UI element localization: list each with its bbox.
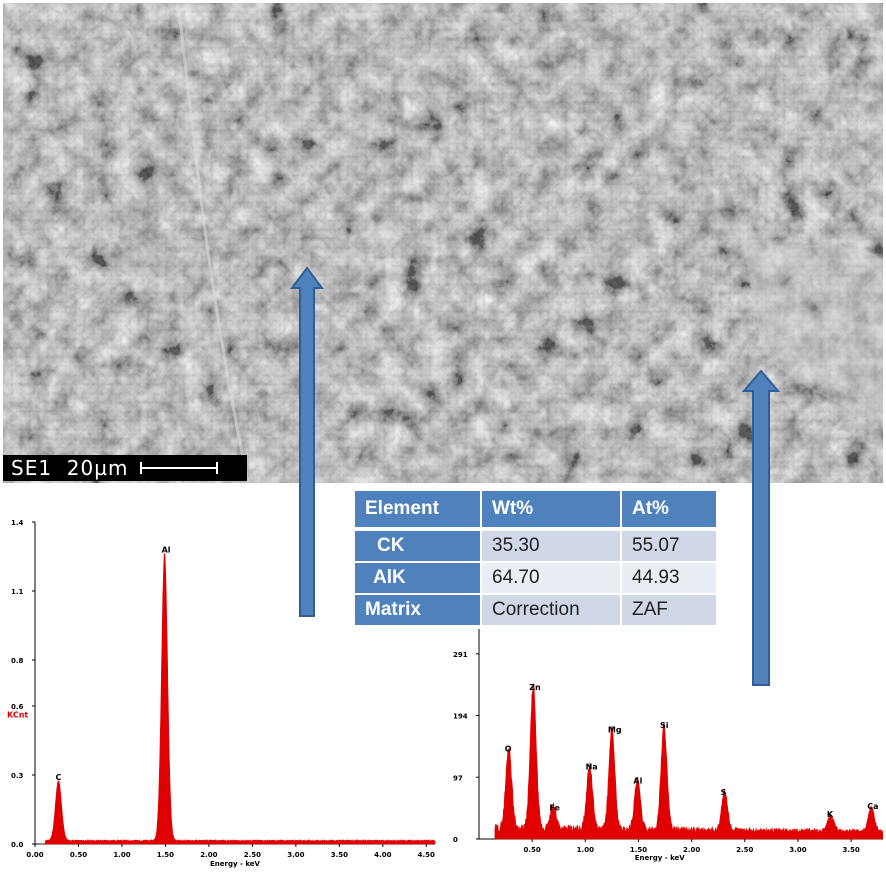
header-wt: Wt% bbox=[482, 491, 622, 527]
y-axis-label: KCnt bbox=[7, 711, 28, 720]
row-wt: 35.30 bbox=[482, 527, 622, 561]
peak-label: O bbox=[505, 745, 512, 754]
y-tick-label: 194 bbox=[453, 713, 468, 721]
y-tick-label: 0 bbox=[453, 836, 458, 844]
x-tick-label: 2.50 bbox=[736, 846, 753, 854]
table-row: AlK 64.70 44.93 bbox=[355, 561, 718, 593]
arrow-up-icon bbox=[742, 369, 780, 686]
x-tick-label: 2.50 bbox=[244, 851, 261, 859]
scale-bar-line bbox=[140, 462, 219, 474]
header-at: At% bbox=[622, 491, 718, 527]
arrow-up-icon bbox=[290, 266, 324, 617]
y-tick-label: 0.0 bbox=[11, 841, 24, 849]
x-tick-label: 0.50 bbox=[70, 851, 87, 859]
table-row: Matrix Correction ZAF bbox=[355, 593, 718, 625]
y-tick-label: 1.1 bbox=[11, 588, 24, 596]
table-header-row: Element Wt% At% bbox=[355, 491, 718, 527]
peak-label: Fe bbox=[549, 804, 560, 813]
x-tick-label: 4.00 bbox=[374, 851, 391, 859]
x-tick-label: 0.50 bbox=[524, 846, 541, 854]
sem-micrograph bbox=[3, 3, 883, 483]
row-element: Matrix bbox=[355, 593, 482, 625]
x-axis-label: Energy - keV bbox=[210, 860, 261, 868]
row-element: AlK bbox=[355, 561, 482, 593]
scale-bar: SE1 20µm bbox=[3, 455, 247, 481]
x-tick-label: 1.50 bbox=[630, 846, 647, 854]
scale-label: SE1 20µm bbox=[11, 456, 129, 480]
peak-label: C bbox=[55, 773, 61, 782]
peak-label: Al bbox=[633, 776, 642, 785]
peak-label: Al bbox=[162, 546, 171, 555]
row-element: CK bbox=[355, 527, 482, 561]
row-wt: 64.70 bbox=[482, 561, 622, 593]
x-tick-label: 2.00 bbox=[200, 851, 217, 859]
row-at: 55.07 bbox=[622, 527, 718, 561]
peak-label: K bbox=[827, 810, 834, 819]
x-tick-label: 4.50 bbox=[418, 851, 435, 859]
y-tick-label: 1.4 bbox=[11, 519, 24, 527]
x-axis-label: Energy - keV bbox=[635, 854, 686, 862]
y-tick-label: 97 bbox=[453, 774, 463, 782]
row-wt: Correction bbox=[482, 593, 622, 625]
composition-table: Element Wt% At% CK 35.30 55.07 AlK 64.70… bbox=[355, 491, 718, 625]
table-row: CK 35.30 55.07 bbox=[355, 527, 718, 561]
x-tick-label: 2.00 bbox=[683, 846, 700, 854]
row-at: ZAF bbox=[622, 593, 718, 625]
y-tick-label: 291 bbox=[453, 651, 468, 659]
x-tick-label: 1.00 bbox=[577, 846, 594, 854]
spectrum-trace bbox=[39, 553, 436, 845]
y-tick-label: 0.6 bbox=[11, 703, 24, 711]
spectrum-trace bbox=[494, 682, 883, 840]
x-tick-label: 1.50 bbox=[157, 851, 174, 859]
x-tick-label: 3.50 bbox=[842, 846, 859, 854]
x-tick-label: 1.00 bbox=[113, 851, 130, 859]
x-tick-label: 3.00 bbox=[287, 851, 304, 859]
row-at: 44.93 bbox=[622, 561, 718, 593]
x-tick-label: 3.00 bbox=[789, 846, 806, 854]
peak-label: Na bbox=[586, 762, 598, 771]
peak-label: S bbox=[721, 788, 727, 797]
peak-label: Ca bbox=[867, 802, 878, 811]
y-tick-label: 0.8 bbox=[11, 657, 24, 665]
y-tick-label: 0.3 bbox=[11, 772, 24, 780]
peak-label: Mg bbox=[608, 725, 622, 734]
x-tick-label: 0.00 bbox=[26, 851, 43, 859]
x-tick-label: 3.50 bbox=[331, 851, 348, 859]
header-element: Element bbox=[355, 491, 482, 527]
peak-label: Si bbox=[660, 721, 669, 730]
peak-label: Zn bbox=[529, 683, 541, 692]
